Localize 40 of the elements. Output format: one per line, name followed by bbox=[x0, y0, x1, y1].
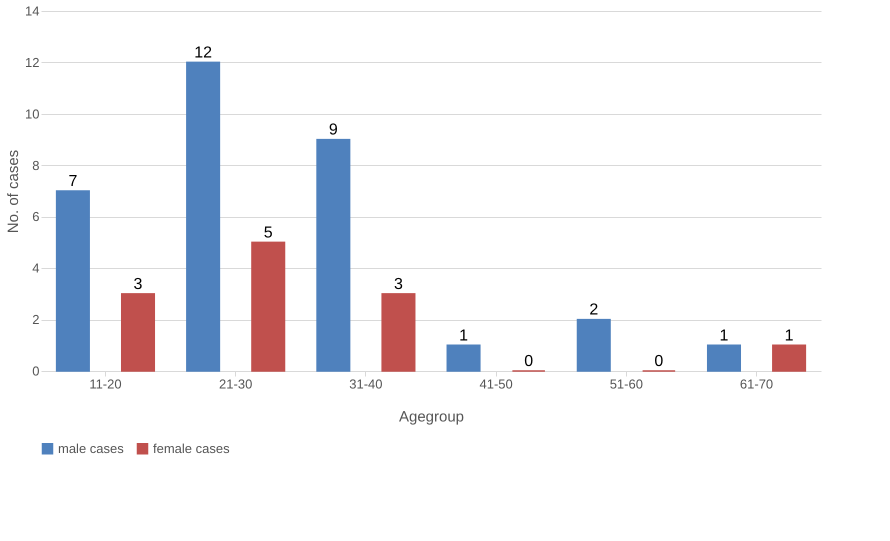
data-label: 1 bbox=[720, 327, 729, 344]
bar bbox=[186, 62, 220, 372]
bar bbox=[251, 242, 286, 372]
data-label: 9 bbox=[328, 122, 338, 139]
data-label: 3 bbox=[134, 276, 143, 293]
data-label: 0 bbox=[654, 353, 664, 370]
x-tick-label: 51-60 bbox=[610, 376, 643, 392]
data-label: 7 bbox=[68, 173, 78, 190]
y-tick-label: 14 bbox=[25, 4, 40, 18]
bar bbox=[446, 344, 481, 372]
bar bbox=[56, 190, 90, 372]
data-label: 3 bbox=[394, 276, 403, 293]
bar bbox=[120, 293, 156, 372]
data-label: 1 bbox=[784, 327, 794, 344]
data-label: 0 bbox=[524, 353, 534, 370]
bar bbox=[706, 344, 742, 372]
x-tick-label: 61-70 bbox=[740, 376, 774, 392]
legend-label: male cases bbox=[58, 440, 124, 456]
data-label: 1 bbox=[459, 327, 468, 344]
y-axis-title: No. of cases bbox=[5, 150, 22, 234]
y-tick-label: 4 bbox=[32, 260, 40, 276]
bar bbox=[576, 318, 611, 372]
x-axis-title: Agegroup bbox=[398, 408, 464, 426]
data-label: 2 bbox=[589, 302, 598, 319]
y-tick-label: 0 bbox=[32, 364, 40, 378]
x-tick-label: 21-30 bbox=[219, 376, 252, 392]
bar bbox=[381, 293, 416, 372]
y-tick-label: 12 bbox=[25, 54, 40, 70]
data-label: 12 bbox=[194, 44, 212, 62]
legend-label: female cases bbox=[153, 440, 230, 456]
x-tick-label: 11-20 bbox=[89, 376, 122, 392]
x-tick-label: 41-50 bbox=[479, 376, 513, 392]
bar bbox=[316, 138, 350, 372]
y-tick-label: 10 bbox=[25, 106, 40, 122]
y-tick-label: 8 bbox=[32, 158, 40, 173]
x-tick-label: 31-40 bbox=[349, 376, 383, 392]
y-tick-label: 6 bbox=[32, 209, 40, 224]
bar bbox=[772, 344, 806, 372]
y-tick-label: 2 bbox=[32, 312, 40, 328]
data-label: 5 bbox=[264, 224, 273, 242]
